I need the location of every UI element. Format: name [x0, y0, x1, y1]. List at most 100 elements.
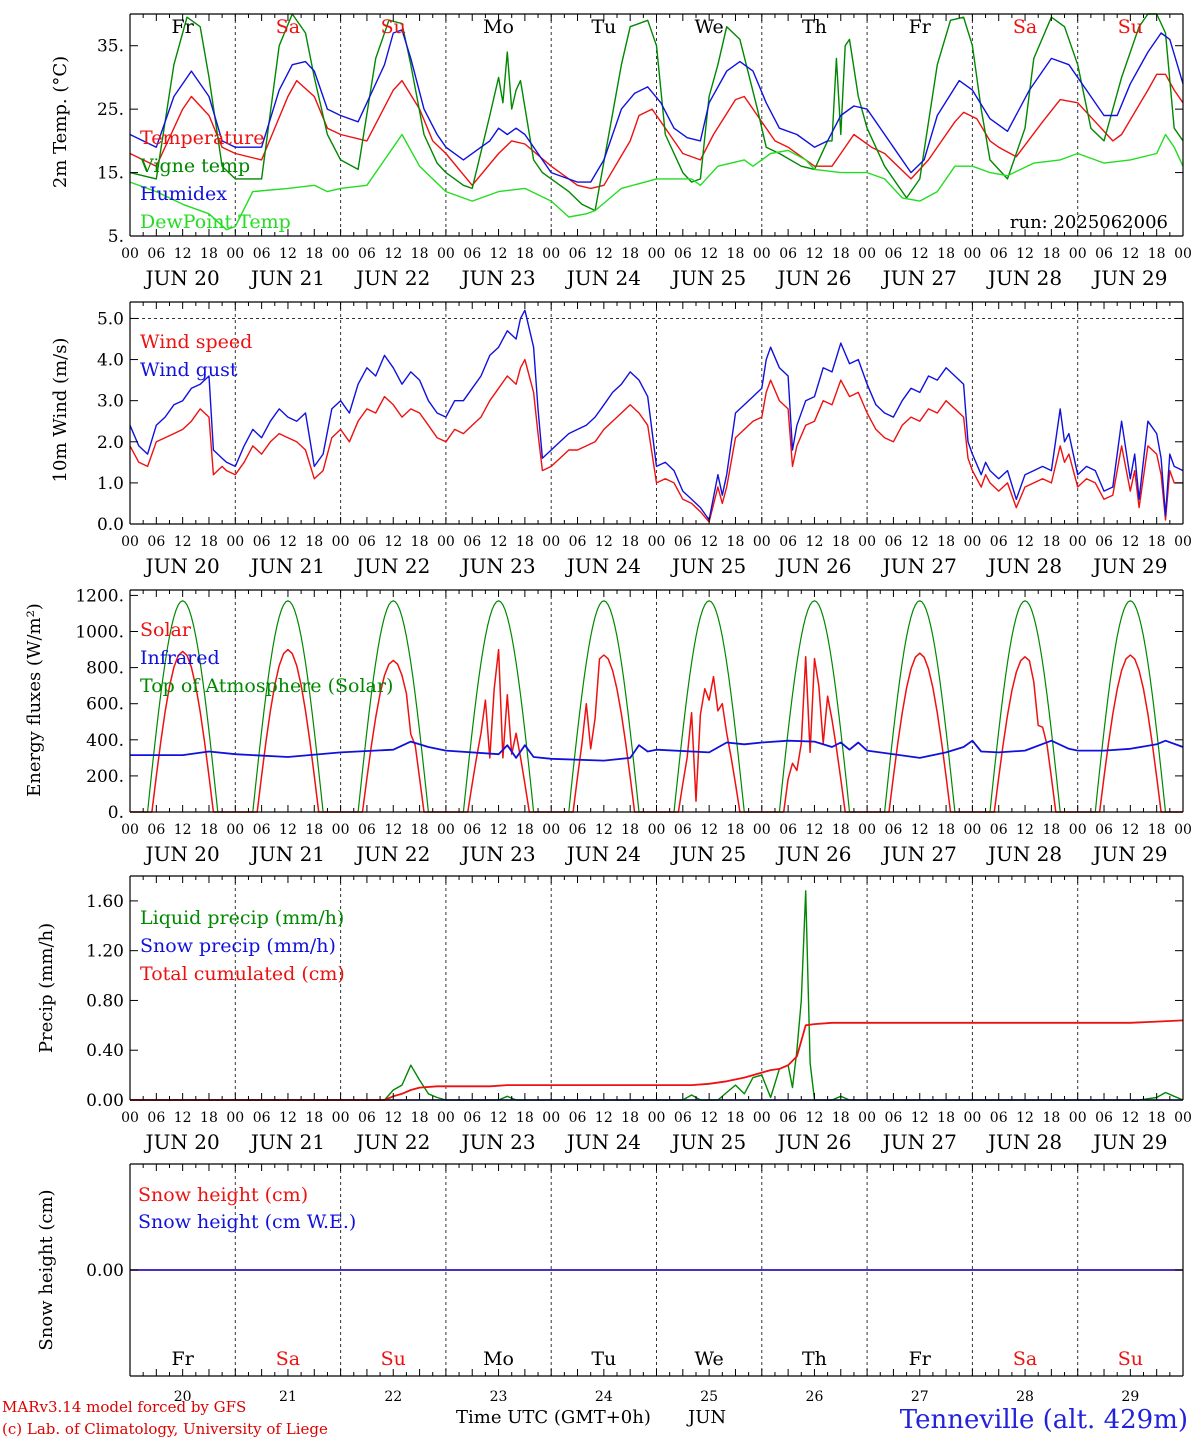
- date-label: JUN 26: [775, 554, 851, 578]
- x-tick-label: 06: [779, 534, 797, 550]
- x-tick-label: 06: [990, 1110, 1008, 1126]
- x-tick-label: 18: [1148, 1110, 1166, 1126]
- x-tick-label: 06: [990, 534, 1008, 550]
- day-number: 28: [1016, 1389, 1034, 1405]
- wind-ylabel: 10m Wind (m/s): [50, 338, 71, 483]
- energy-legend-solar: Solar: [140, 619, 192, 641]
- date-label: JUN 24: [565, 266, 641, 290]
- date-label: JUN 21: [249, 1130, 325, 1154]
- day-name: Tu: [591, 1348, 616, 1370]
- x-tick-label: 12: [279, 1110, 297, 1126]
- x-tick-label: 06: [147, 822, 165, 838]
- x-tick-label: 18: [516, 534, 534, 550]
- x-tick-label: 06: [674, 1110, 692, 1126]
- x-tick-label: 12: [911, 246, 929, 262]
- series-precip-2-line: [130, 1019, 1184, 1101]
- date-label: JUN 23: [459, 266, 535, 290]
- day-name: Fr: [172, 1348, 195, 1370]
- x-tick-label: 18: [411, 534, 429, 550]
- x-tick-label: 18: [727, 1110, 745, 1126]
- energy-legend-toa: Top of Atmosphere (Solar): [140, 675, 393, 697]
- temp-legend-dewpoint: DewPoint Temp: [140, 211, 291, 233]
- x-tick-label: 06: [779, 246, 797, 262]
- day-name: Mo: [483, 16, 514, 38]
- day-number: 29: [1121, 1389, 1139, 1405]
- date-label: JUN 26: [775, 1130, 851, 1154]
- x-tick-label: 06: [569, 822, 587, 838]
- date-label: JUN 28: [986, 554, 1062, 578]
- series-precip-0-line: [130, 890, 1184, 1101]
- x-tick-label: 00: [226, 534, 244, 550]
- x-tick-label: 18: [411, 1110, 429, 1126]
- day-number: 27: [911, 1389, 929, 1405]
- x-tick-label: 18: [937, 246, 955, 262]
- y-tick-label: 3.0: [97, 392, 124, 412]
- x-tick-label: 00: [226, 822, 244, 838]
- x-tick-label: 12: [595, 1110, 613, 1126]
- x-tick-label: 12: [595, 822, 613, 838]
- day-name: Sa: [276, 1348, 300, 1370]
- series-temp-3-line: [129, 133, 1184, 231]
- date-label: JUN 20: [144, 266, 220, 290]
- x-tick-label: 00: [121, 246, 139, 262]
- wind-axes: [129, 301, 1184, 525]
- x-tick-label: 00: [648, 1110, 666, 1126]
- day-name: Fr: [909, 1348, 932, 1370]
- x-tick-label: 06: [358, 534, 376, 550]
- x-tick-label: 18: [1148, 246, 1166, 262]
- x-tick-label: 06: [885, 246, 903, 262]
- precip-panel: 0.00 0.40 0.80 1.20 1.60 00 06 12 18 JUN 20 00 06 12…: [36, 875, 1192, 1154]
- date-label: JUN 22: [354, 266, 430, 290]
- date-label: JUN 20: [144, 842, 220, 866]
- date-label: JUN 24: [565, 1130, 641, 1154]
- y-tick-label: 1200.: [75, 586, 124, 606]
- y-tick-label: 600.: [86, 695, 124, 715]
- y-tick-label: 2.0: [97, 433, 124, 453]
- precip-grid: [234, 876, 1079, 1100]
- x-tick-label: 12: [1121, 246, 1139, 262]
- energy-grid: [234, 590, 1079, 812]
- x-tick-label: 00: [858, 246, 876, 262]
- date-label: JUN 25: [670, 1130, 746, 1154]
- date-label: JUN 25: [670, 842, 746, 866]
- x-tick-label: 18: [832, 246, 850, 262]
- x-tick-label: 06: [990, 246, 1008, 262]
- x-tick-label: 00: [1174, 534, 1192, 550]
- x-tick-label: 12: [279, 246, 297, 262]
- x-tick-label: 18: [1042, 534, 1060, 550]
- precip-legend-liquid: Liquid precip (mm/h): [140, 907, 344, 929]
- temp-axes: [129, 13, 1184, 237]
- x-axis-title: Time UTC (GMT+0h): [456, 1407, 651, 1428]
- series-wind-1-line: [129, 309, 1184, 521]
- day-name: Th: [802, 1348, 827, 1370]
- snow-axes: [129, 1163, 1184, 1377]
- x-tick-label: 06: [253, 822, 271, 838]
- date-label: JUN 27: [881, 1130, 957, 1154]
- x-tick-label: 00: [963, 822, 981, 838]
- snow-panel: 0.00 Fr Sa Su Mo Tu We Th Fr Sa Su Snow height (cm…: [36, 1163, 1184, 1405]
- x-tick-label: 06: [885, 1110, 903, 1126]
- day-name: We: [695, 16, 724, 38]
- x-tick-label: 00: [753, 1110, 771, 1126]
- day-number: 23: [490, 1389, 508, 1405]
- date-label: JUN 29: [1091, 266, 1167, 290]
- wind-lines: [129, 309, 1184, 523]
- x-tick-label: 12: [384, 1110, 402, 1126]
- x-tick-label: 06: [885, 822, 903, 838]
- day-name: Su: [381, 1348, 406, 1370]
- energy-ticklabels: 0. 200. 400. 600. 800. 1000. 1200. 00 06 12 18 JUN …: [75, 586, 1192, 866]
- x-tick-label: 12: [1016, 246, 1034, 262]
- snow-ylabel: Snow height (cm): [36, 1189, 57, 1350]
- x-tick-label: 12: [174, 1110, 192, 1126]
- energy-ylabel: Energy fluxes (W/m²): [24, 603, 45, 797]
- day-number: 21: [279, 1389, 297, 1405]
- x-tick-label: 06: [358, 1110, 376, 1126]
- x-tick-label: 00: [963, 1110, 981, 1126]
- day-name: Su: [381, 16, 406, 38]
- y-tick-label: 5.: [108, 227, 124, 247]
- y-tick-label: 0.0: [97, 515, 124, 535]
- date-label: JUN 26: [775, 266, 851, 290]
- x-tick-label: 12: [279, 822, 297, 838]
- x-tick-label: 18: [516, 822, 534, 838]
- x-tick-label: 18: [200, 1110, 218, 1126]
